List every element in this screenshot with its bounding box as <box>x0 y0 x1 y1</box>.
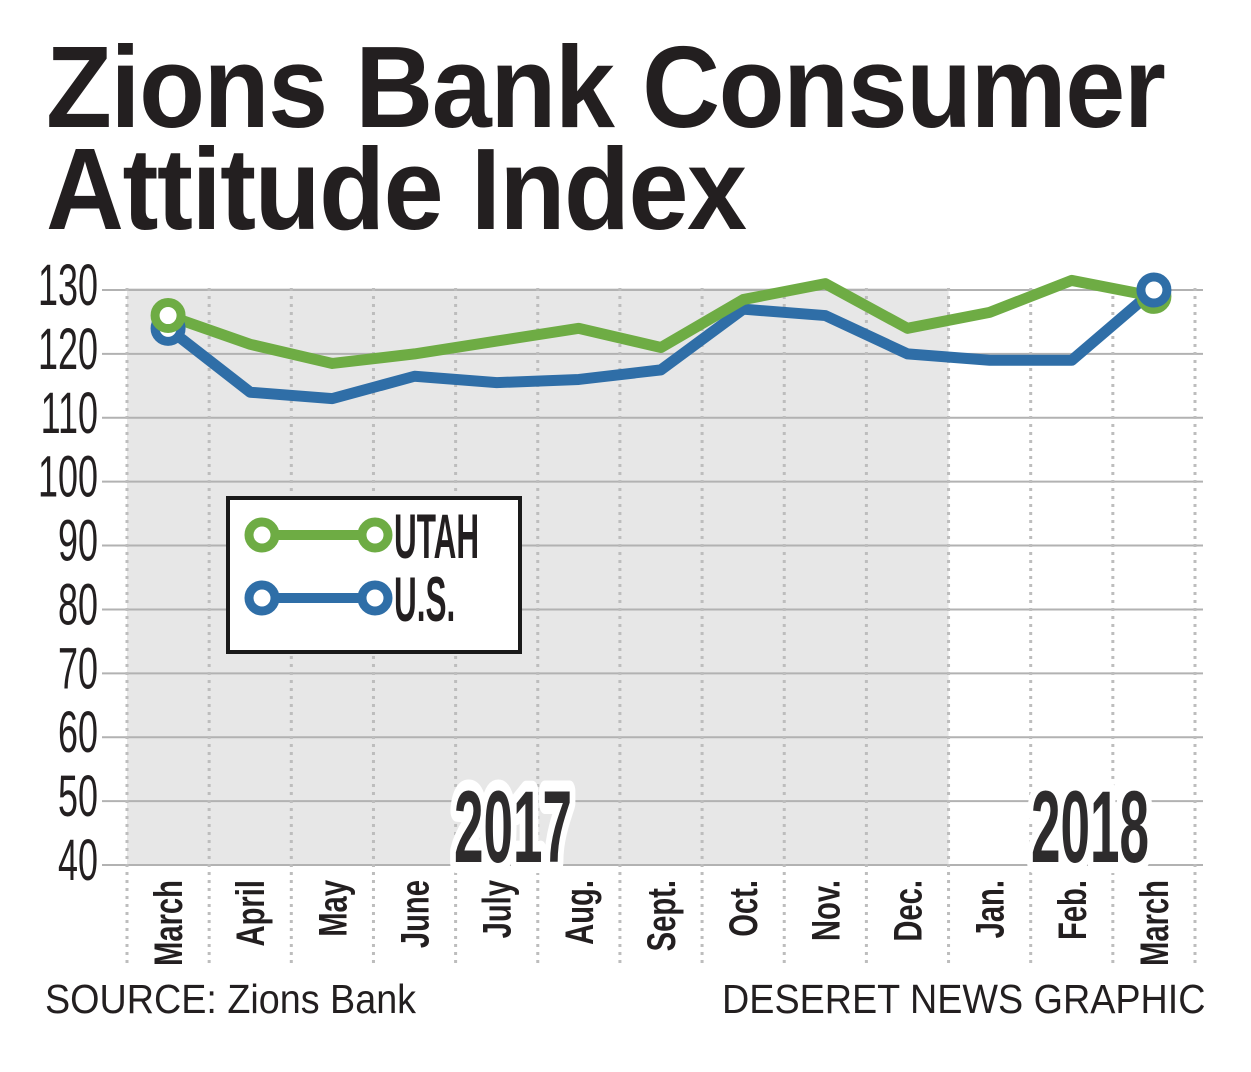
series-line-utah <box>166 274 1155 369</box>
x-axis-label-4-July: July <box>475 880 520 939</box>
year-label-2017: 2017 <box>454 770 572 884</box>
y-axis-label-90: 90 <box>58 509 98 574</box>
x-axis-label-3-June: June <box>393 880 438 948</box>
x-axis-label-7-Oct: Oct. <box>722 880 767 937</box>
x-axis-label-10-Jan: Jan. <box>968 880 1013 938</box>
y-axis-label-110: 110 <box>41 381 98 446</box>
x-axis-label-12-March: March <box>1133 880 1178 966</box>
y-axis-label-40: 40 <box>58 828 98 893</box>
graphic-credit: DESERET NEWS GRAPHIC <box>721 976 1205 1022</box>
x-axis-label-8-Nov: Nov. <box>804 880 849 941</box>
x-axis-label-0-March: March <box>147 880 192 966</box>
x-axis-label-1-April: April <box>229 880 274 946</box>
legend-marker-utah-1 <box>357 517 393 553</box>
y-axis-label-80: 80 <box>58 573 98 638</box>
legend-marker-us-1 <box>357 580 393 616</box>
legend-label-utah: UTAH <box>394 501 479 572</box>
marker-start-utah <box>150 298 186 334</box>
y-axis-label-60: 60 <box>58 701 98 766</box>
y-axis-label-130: 130 <box>38 253 98 318</box>
x-axis-label-9-Dec: Dec. <box>886 880 931 942</box>
x-axis-label-6-Sept: Sept. <box>640 880 685 951</box>
legend-marker-utah-0 <box>244 517 280 553</box>
x-axis-label-11-Feb: Feb. <box>1050 880 1095 940</box>
marker-end-us <box>1136 272 1172 308</box>
legend-marker-us-0 <box>244 580 280 616</box>
x-axis-label-2-May: May <box>311 880 356 937</box>
title-line-2: Attitude Index <box>46 124 747 255</box>
y-axis-label-100: 100 <box>38 445 98 510</box>
x-axis-label-5-Aug: Aug. <box>557 880 602 945</box>
year-label-2018: 2018 <box>1031 770 1149 884</box>
legend-label-us: U.S. <box>394 564 455 635</box>
series-line-us <box>164 285 1158 405</box>
y-axis-label-120: 120 <box>38 317 98 382</box>
source-credit: SOURCE: Zions Bank <box>45 976 417 1022</box>
page-title: Zions Bank Consumer Attitude Index <box>46 22 1166 255</box>
y-axis-label-70: 70 <box>58 637 98 702</box>
title-line-1: Zions Bank Consumer <box>46 22 1166 152</box>
y-axis-label-50: 50 <box>58 764 98 829</box>
